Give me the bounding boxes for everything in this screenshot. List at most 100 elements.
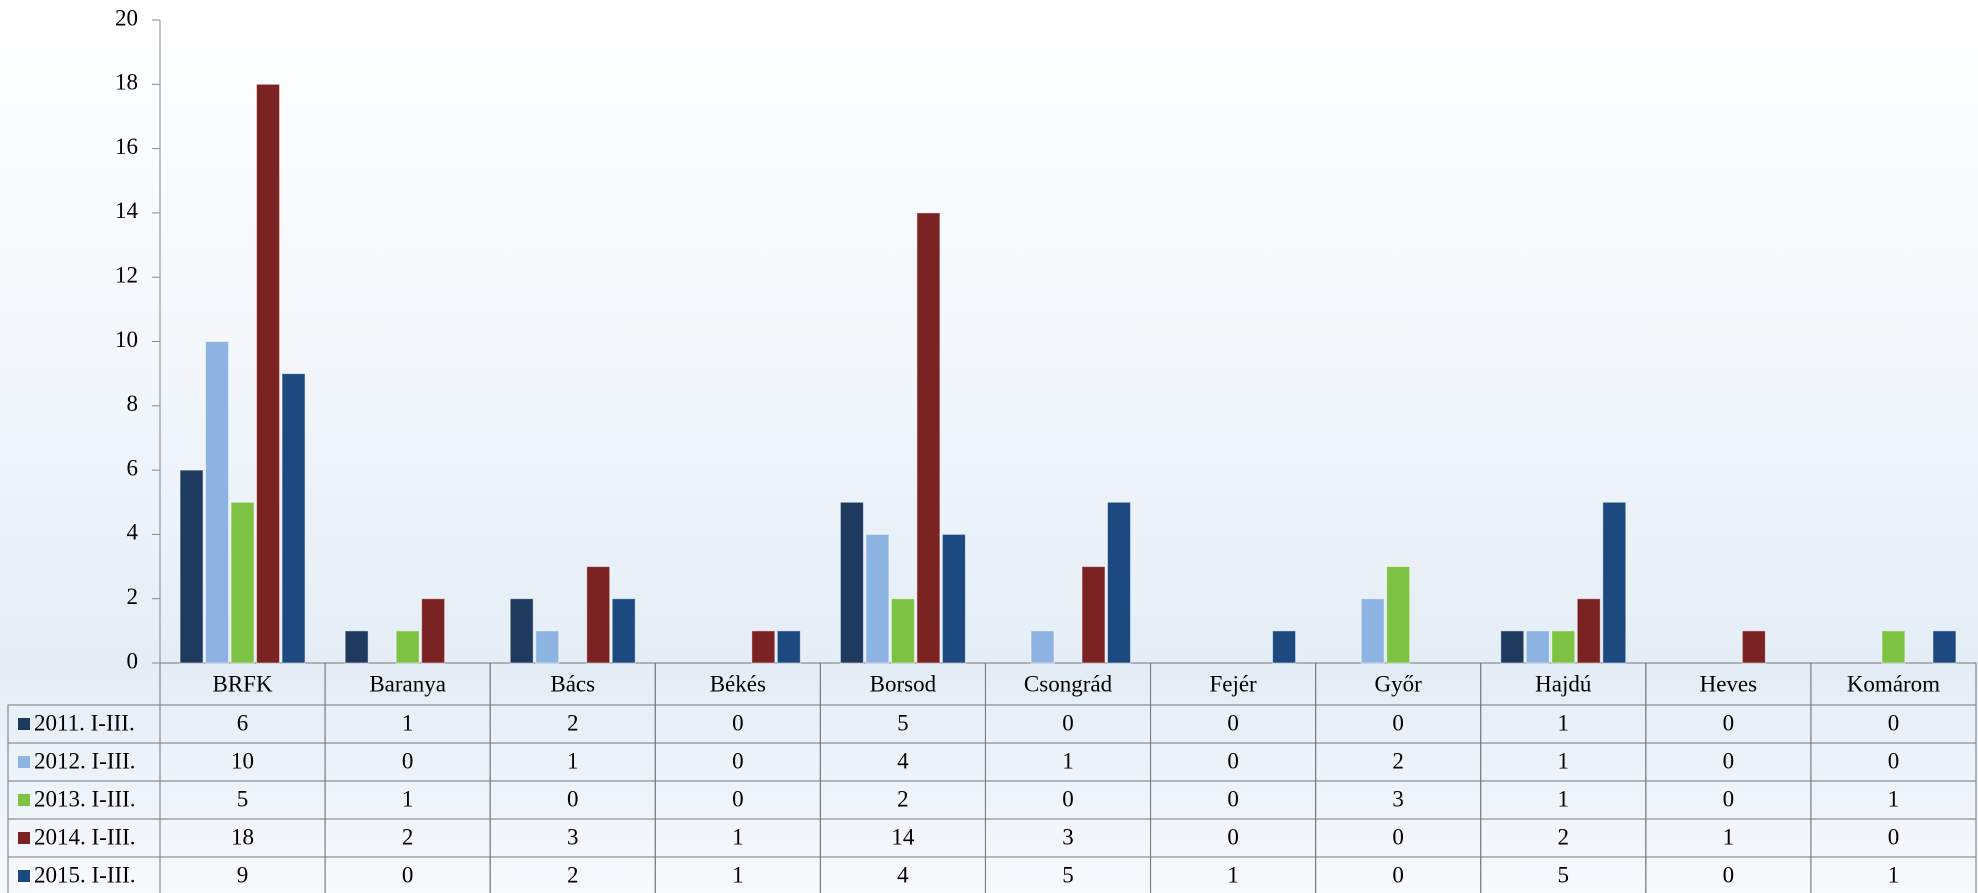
bar [1272,630,1297,664]
table-value: 1 [1558,786,1570,811]
y-tick-label: 10 [115,327,138,352]
y-tick-label: 14 [115,198,139,223]
table-value: 3 [567,824,579,849]
table-value: 1 [732,862,744,887]
bar [1525,630,1550,664]
x-tick-label: Hajdú [1535,671,1592,696]
bar [776,630,801,664]
table-value: 0 [1227,748,1239,773]
legend-label: 2012. I-III. [34,748,136,773]
table-value: 1 [1558,748,1570,773]
table-cell [1810,856,1977,893]
table-value: 1 [1888,862,1900,887]
table-value: 0 [1888,824,1900,849]
x-tick-label: Heves [1700,671,1758,696]
bar [1551,630,1576,664]
table-value: 1 [732,824,744,849]
legend-label: 2014. I-III. [34,824,136,849]
bar [344,630,369,664]
y-tick-label: 8 [127,391,139,416]
x-tick-label: Baranya [369,671,446,696]
y-tick-label: 6 [127,455,139,480]
bar [1030,630,1055,664]
bar [890,598,915,664]
bar [1602,501,1627,664]
table-value: 1 [402,786,414,811]
table-value: 5 [897,710,909,735]
table-value: 1 [1888,786,1900,811]
table-value: 0 [1062,786,1074,811]
x-tick-label: Békés [710,671,766,696]
bar [1932,630,1957,664]
bar [1081,566,1106,664]
y-tick-label: 0 [127,648,139,673]
table-value: 10 [231,748,254,773]
x-tick-label: Csongrád [1024,671,1113,696]
bar [205,341,230,664]
bar [179,469,204,664]
table-value: 1 [1723,824,1735,849]
x-tick-label: BRFK [212,671,272,696]
table-value: 2 [567,710,579,735]
table-value: 0 [567,786,579,811]
table-value: 0 [1723,862,1735,887]
y-tick-label: 2 [127,584,139,609]
legend-label: 2011. I-III. [34,710,135,735]
legend-label: 2015. I-III. [34,862,136,887]
table-value: 14 [891,824,915,849]
table-value: 0 [1392,710,1404,735]
table-value: 1 [567,748,579,773]
bar [1386,566,1411,664]
table-value: 6 [237,710,249,735]
table-value: 2 [1558,824,1570,849]
table-value: 0 [1227,824,1239,849]
bar [230,501,255,664]
bar [751,630,776,664]
table-value: 0 [1227,710,1239,735]
bar [535,630,560,664]
table-value: 0 [732,710,744,735]
table-value: 4 [897,862,909,887]
bar [1107,501,1131,664]
table-value: 5 [1062,862,1074,887]
bar [1741,630,1766,664]
table-value: 0 [402,748,414,773]
bar [1881,630,1906,664]
table-value: 3 [1392,786,1404,811]
y-tick-label: 4 [127,520,139,545]
bar [916,212,941,664]
table-value: 0 [1723,748,1735,773]
bar [395,630,420,664]
table-value: 18 [231,824,254,849]
bar [421,598,446,664]
bar [865,533,890,664]
table-value: 9 [237,862,249,887]
table-value: 1 [402,710,414,735]
bar [611,598,636,664]
table-value: 0 [402,862,414,887]
bar [941,533,966,664]
bar [281,373,306,664]
legend-swatch [18,756,30,768]
table-value: 4 [897,748,909,773]
table-value: 2 [1392,748,1404,773]
table-value: 5 [237,786,249,811]
table-value: 1 [1227,862,1239,887]
y-tick-label: 18 [115,70,138,95]
table-value: 0 [1723,710,1735,735]
x-tick-label: Győr [1375,671,1423,696]
bar [586,566,611,664]
legend-label: 2013. I-III. [34,786,136,811]
legend-swatch [18,870,30,882]
bar [1500,630,1525,664]
table-value: 0 [1392,824,1404,849]
table-value: 2 [567,862,579,887]
table-value: 0 [1062,710,1074,735]
bar [839,501,864,664]
table-value: 0 [1227,786,1239,811]
x-tick-label: Komárom [1847,671,1940,696]
table-value: 0 [1392,862,1404,887]
y-tick-label: 12 [115,262,138,287]
table-value: 0 [1888,710,1900,735]
